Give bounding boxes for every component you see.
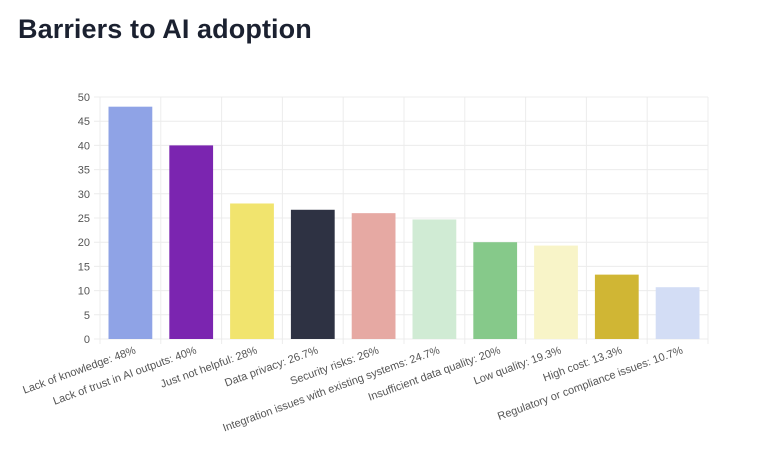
page-title: Barriers to AI adoption [18,14,312,44]
bar [473,242,518,339]
y-tick-label: 10 [78,286,90,298]
bar [351,213,396,339]
y-tick-label: 5 [84,310,90,322]
bar [655,287,700,339]
y-tick-label: 45 [78,116,90,128]
bar [230,203,274,339]
bar [412,219,457,339]
y-tick-label: 20 [78,237,90,249]
bar [108,106,153,340]
bars [108,106,700,340]
y-tick-label: 0 [84,334,90,346]
x-axis-ticks: Lack of knowledge: 48%Lack of trust in A… [21,344,685,434]
bar [290,209,335,339]
y-axis-ticks: 0 5 10 15 20 25 30 35 40 45 50 [78,92,90,346]
y-tick-label: 25 [78,213,90,225]
bar [534,245,578,339]
y-tick-label: 50 [78,92,90,104]
bar [594,274,639,339]
y-tick-label: 15 [78,261,90,273]
y-tick-label: 35 [78,165,90,177]
y-tick-label: 30 [78,189,90,201]
bar [169,145,214,339]
y-tick-label: 40 [78,140,90,152]
